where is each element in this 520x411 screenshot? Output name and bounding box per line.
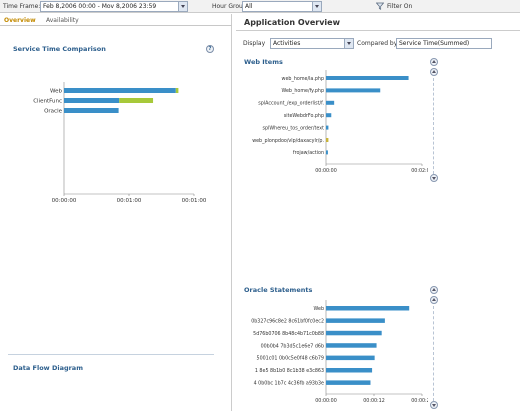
compared-by-select[interactable]: Service Time(Summed) [396,38,492,49]
data-flow-title: Data Flow Diagram [13,364,83,372]
bar[interactable] [326,318,385,323]
header-divider [236,30,520,31]
right-panel: Application Overview Display Activities … [236,14,520,411]
bar[interactable] [64,88,176,93]
tab-overview[interactable]: Overview [4,17,36,24]
bar[interactable] [326,138,329,142]
scroll-page-up-icon[interactable] [430,68,438,76]
bar[interactable] [326,76,409,80]
x-tick-label: 00:01:00 [182,198,207,202]
category-label: 5d76b0706 8b48c4b71c0b88 [253,331,324,337]
oracle-scrollbar[interactable] [430,286,438,411]
tab-bar: Overview Availability [0,14,232,26]
category-label: 0b327c96c8e2 8c61bf0fc0ec2 [251,318,324,324]
bar[interactable] [326,368,373,373]
category-label: web_plonpdoo/vlp/daxacylr/p. [252,138,324,144]
hour-group-value: All [245,3,253,10]
bar[interactable] [326,355,375,361]
category-label: web_home/la.php [282,76,324,82]
category-label: 00b0b4 7b3d5c1e6e7 d6b [261,343,324,349]
bar[interactable] [119,98,154,103]
bar[interactable] [175,88,179,93]
chevron-down-icon[interactable] [312,2,321,11]
bar[interactable] [326,343,377,348]
time-frame-label: Time Frame: [3,3,41,10]
hour-group-select[interactable]: All [242,1,322,12]
display-value: Activities [273,40,301,47]
page-title: Application Overview [244,18,340,27]
service-time-title: Service Time Comparison [13,45,106,53]
bar[interactable] [326,150,328,155]
filter-icon[interactable] [376,2,384,10]
web-items-chart: web_home/la.php Web_home/fy.php splAccount… [252,70,428,174]
scroll-up-icon[interactable] [430,286,438,294]
category-label: 1 8e5 8b1b0 8c1b38 e3c863 [255,368,324,374]
left-panel: Overview Availability Service Time Compa… [0,14,232,411]
category-label: Web_home/fy.php [282,88,325,94]
time-frame-select[interactable]: Feb 8,2006 00:00 - Mov 8,2006 23:59 [40,1,188,12]
web-items-title: Web Items [244,58,283,66]
x-tick-label: 00:01:00 [117,198,142,202]
web-items-scrollbar[interactable] [430,58,438,184]
scroll-track[interactable] [433,78,434,174]
oracle-statements-title: Oracle Statements [244,286,313,294]
tab-availability[interactable]: Availability [46,17,79,24]
category-label: siteWebdrFo.php [284,113,324,119]
compared-by-label: Compared by [357,40,398,47]
bar[interactable] [64,108,119,113]
category-label: 5001c01 0b0c5e0f48 c6b79 [257,356,324,362]
hour-group-label: Hour Group [212,3,247,10]
scroll-down-icon[interactable] [430,401,438,409]
x-tick-label: 00:02:00 [411,168,428,174]
x-tick-label: 00:00:00 [52,198,77,202]
bar[interactable] [326,380,371,385]
category-label: splAccount_/exp_orderlist/f. [258,101,324,107]
category-label: ClientFunc [33,98,62,104]
x-tick-label: 00:00:00 [315,168,337,174]
x-tick-label: 00:00:12 [363,398,385,404]
category-label: Web [50,88,62,94]
display-select[interactable]: Activities [270,38,354,49]
chevron-down-icon[interactable] [344,39,353,48]
help-icon[interactable]: ? [206,45,214,53]
compared-by-value: Service Time(Summed) [399,40,470,47]
bar[interactable] [326,113,332,118]
service-time-chart: Web ClientFunc Oracle 00:00:00 00:01:00 00:01… [33,82,207,202]
bar[interactable] [326,125,329,130]
bar[interactable] [64,98,120,103]
section-divider [8,354,214,355]
scroll-track[interactable] [433,306,434,401]
filter-label[interactable]: Filter On [387,3,413,10]
category-label: Web [314,306,324,312]
chevron-down-icon[interactable] [178,2,187,11]
scroll-down-icon[interactable] [430,174,438,182]
display-label: Display [243,40,266,47]
category-label: 4 0b0bc 1b7c 4c36fb a93b3e [254,380,324,386]
scroll-up-icon[interactable] [430,58,438,66]
bar[interactable] [326,100,335,105]
scroll-page-up-icon[interactable] [430,296,438,304]
x-tick-label: 00:00:00 [315,398,337,404]
x-tick-label: 00:00:24 [411,398,428,404]
category-label: splWhereu_tos_order/text [263,125,325,131]
bar[interactable] [326,88,381,93]
filter-toolbar: Time Frame: Feb 8,2006 00:00 - Mov 8,200… [0,0,520,13]
bar[interactable] [326,306,410,311]
category-label: Oracle [44,108,63,114]
oracle-statements-chart: Web 0b327c96c8e2 8c61bf0fc0ec2 5d76b0706 8… [251,300,428,404]
category-label: frojaw/action [293,150,324,156]
time-frame-value: Feb 8,2006 00:00 - Mov 8,2006 23:59 [43,3,157,10]
bar[interactable] [326,330,382,336]
